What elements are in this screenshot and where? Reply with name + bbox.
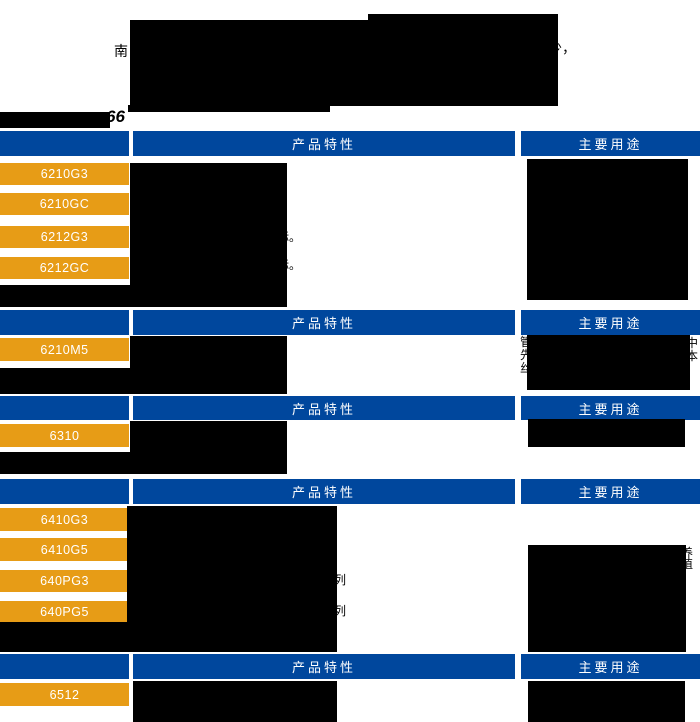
redacted-footnote-bar: [0, 112, 110, 128]
table1-header-uses-label: 主要用途: [578, 137, 643, 152]
table5-header-features-label: 产品特性: [291, 660, 356, 675]
product-code: 6310: [49, 428, 80, 443]
redacted-paragraph-topline: [368, 14, 558, 21]
product-cell-6210G3: 6210G3: [0, 163, 129, 185]
redacted-features-block-1: [130, 163, 287, 307]
redacted-features-block-3: [130, 421, 287, 474]
table4-header-uses: 主要用途: [521, 479, 700, 504]
redacted-uses-block-2: [527, 335, 690, 390]
redacted-features-block-1-left: [0, 285, 130, 307]
table1-header-uses: 主要用途: [521, 131, 700, 156]
product-cell-640PG5: 640PG5: [0, 601, 129, 623]
product-cell-6512: 6512: [0, 683, 129, 706]
redacted-paragraph-block: [130, 20, 558, 106]
table4-header-features-label: 产品特性: [291, 485, 356, 500]
table2-header-features-label: 产品特性: [291, 316, 356, 331]
redacted-uses-block-1: [527, 159, 688, 300]
table3-header-features: 产品特性: [133, 396, 515, 420]
page-number: 66: [106, 107, 125, 126]
redacted-uses-block-4: [528, 545, 686, 652]
table2-header-features: 产品特性: [133, 310, 515, 335]
product-code: 6512: [49, 687, 80, 702]
product-code: 6410G5: [40, 542, 89, 557]
table1-header-model-cell: [0, 131, 129, 156]
table5-header-uses-label: 主要用途: [578, 660, 643, 675]
table4-header-model-cell: [0, 479, 129, 504]
text-fragment: 列: [334, 604, 347, 618]
table3-header-features-label: 产品特性: [291, 401, 356, 417]
product-code: 6410G3: [40, 512, 89, 527]
product-code: 6210M5: [40, 342, 89, 357]
redacted-features-block-2-left: [0, 368, 130, 394]
product-code: 6212GC: [39, 261, 90, 275]
table3-header-uses-label: 主要用途: [578, 401, 643, 417]
product-cell-6410G3: 6410G3: [0, 508, 129, 531]
redacted-header-bar: [128, 105, 330, 112]
table3-header-uses: 主要用途: [521, 396, 700, 420]
table2-header-uses: 主要用途: [521, 310, 700, 335]
table5-header-uses: 主要用途: [521, 654, 700, 679]
redacted-features-block-4: [127, 506, 337, 652]
redacted-features-block-2: [130, 336, 287, 394]
redacted-features-block-3-left: [0, 452, 130, 474]
table1-header-features: 产品特性: [133, 131, 515, 156]
product-cell-6212GC: 6212GC: [0, 257, 129, 279]
product-code: 6210G3: [40, 167, 89, 181]
redacted-uses-block-5: [528, 681, 685, 722]
redacted-uses-block-3: [528, 419, 685, 447]
product-cell-640PG3: 640PG3: [0, 570, 129, 592]
table3-header-model-cell: [0, 396, 129, 420]
table1-header-features-label: 产品特性: [291, 137, 356, 152]
product-code: 640PG5: [40, 605, 89, 619]
product-code: 6212G3: [40, 230, 89, 244]
table2-header-model-cell: [0, 310, 129, 335]
text-fragment: 列: [334, 573, 347, 587]
product-cell-6212G3: 6212G3: [0, 226, 129, 248]
product-code: 640PG3: [40, 574, 89, 588]
table4-header-uses-label: 主要用途: [578, 485, 643, 500]
product-cell-6410G5: 6410G5: [0, 538, 129, 561]
product-cell-6310: 6310: [0, 424, 129, 447]
product-cell-6210GC: 6210GC: [0, 193, 129, 215]
table5-header-model-cell: [0, 654, 129, 679]
table5-header-features: 产品特性: [133, 654, 515, 679]
redacted-features-block-5: [133, 681, 337, 722]
table4-header-features: 产品特性: [133, 479, 515, 504]
redacted-features-block-4-left: [0, 622, 127, 652]
paragraph-text-left: 南: [114, 43, 128, 59]
product-cell-6210M5: 6210M5: [0, 338, 129, 361]
product-code: 6210GC: [39, 197, 90, 211]
table2-header-uses-label: 主要用途: [578, 316, 643, 331]
